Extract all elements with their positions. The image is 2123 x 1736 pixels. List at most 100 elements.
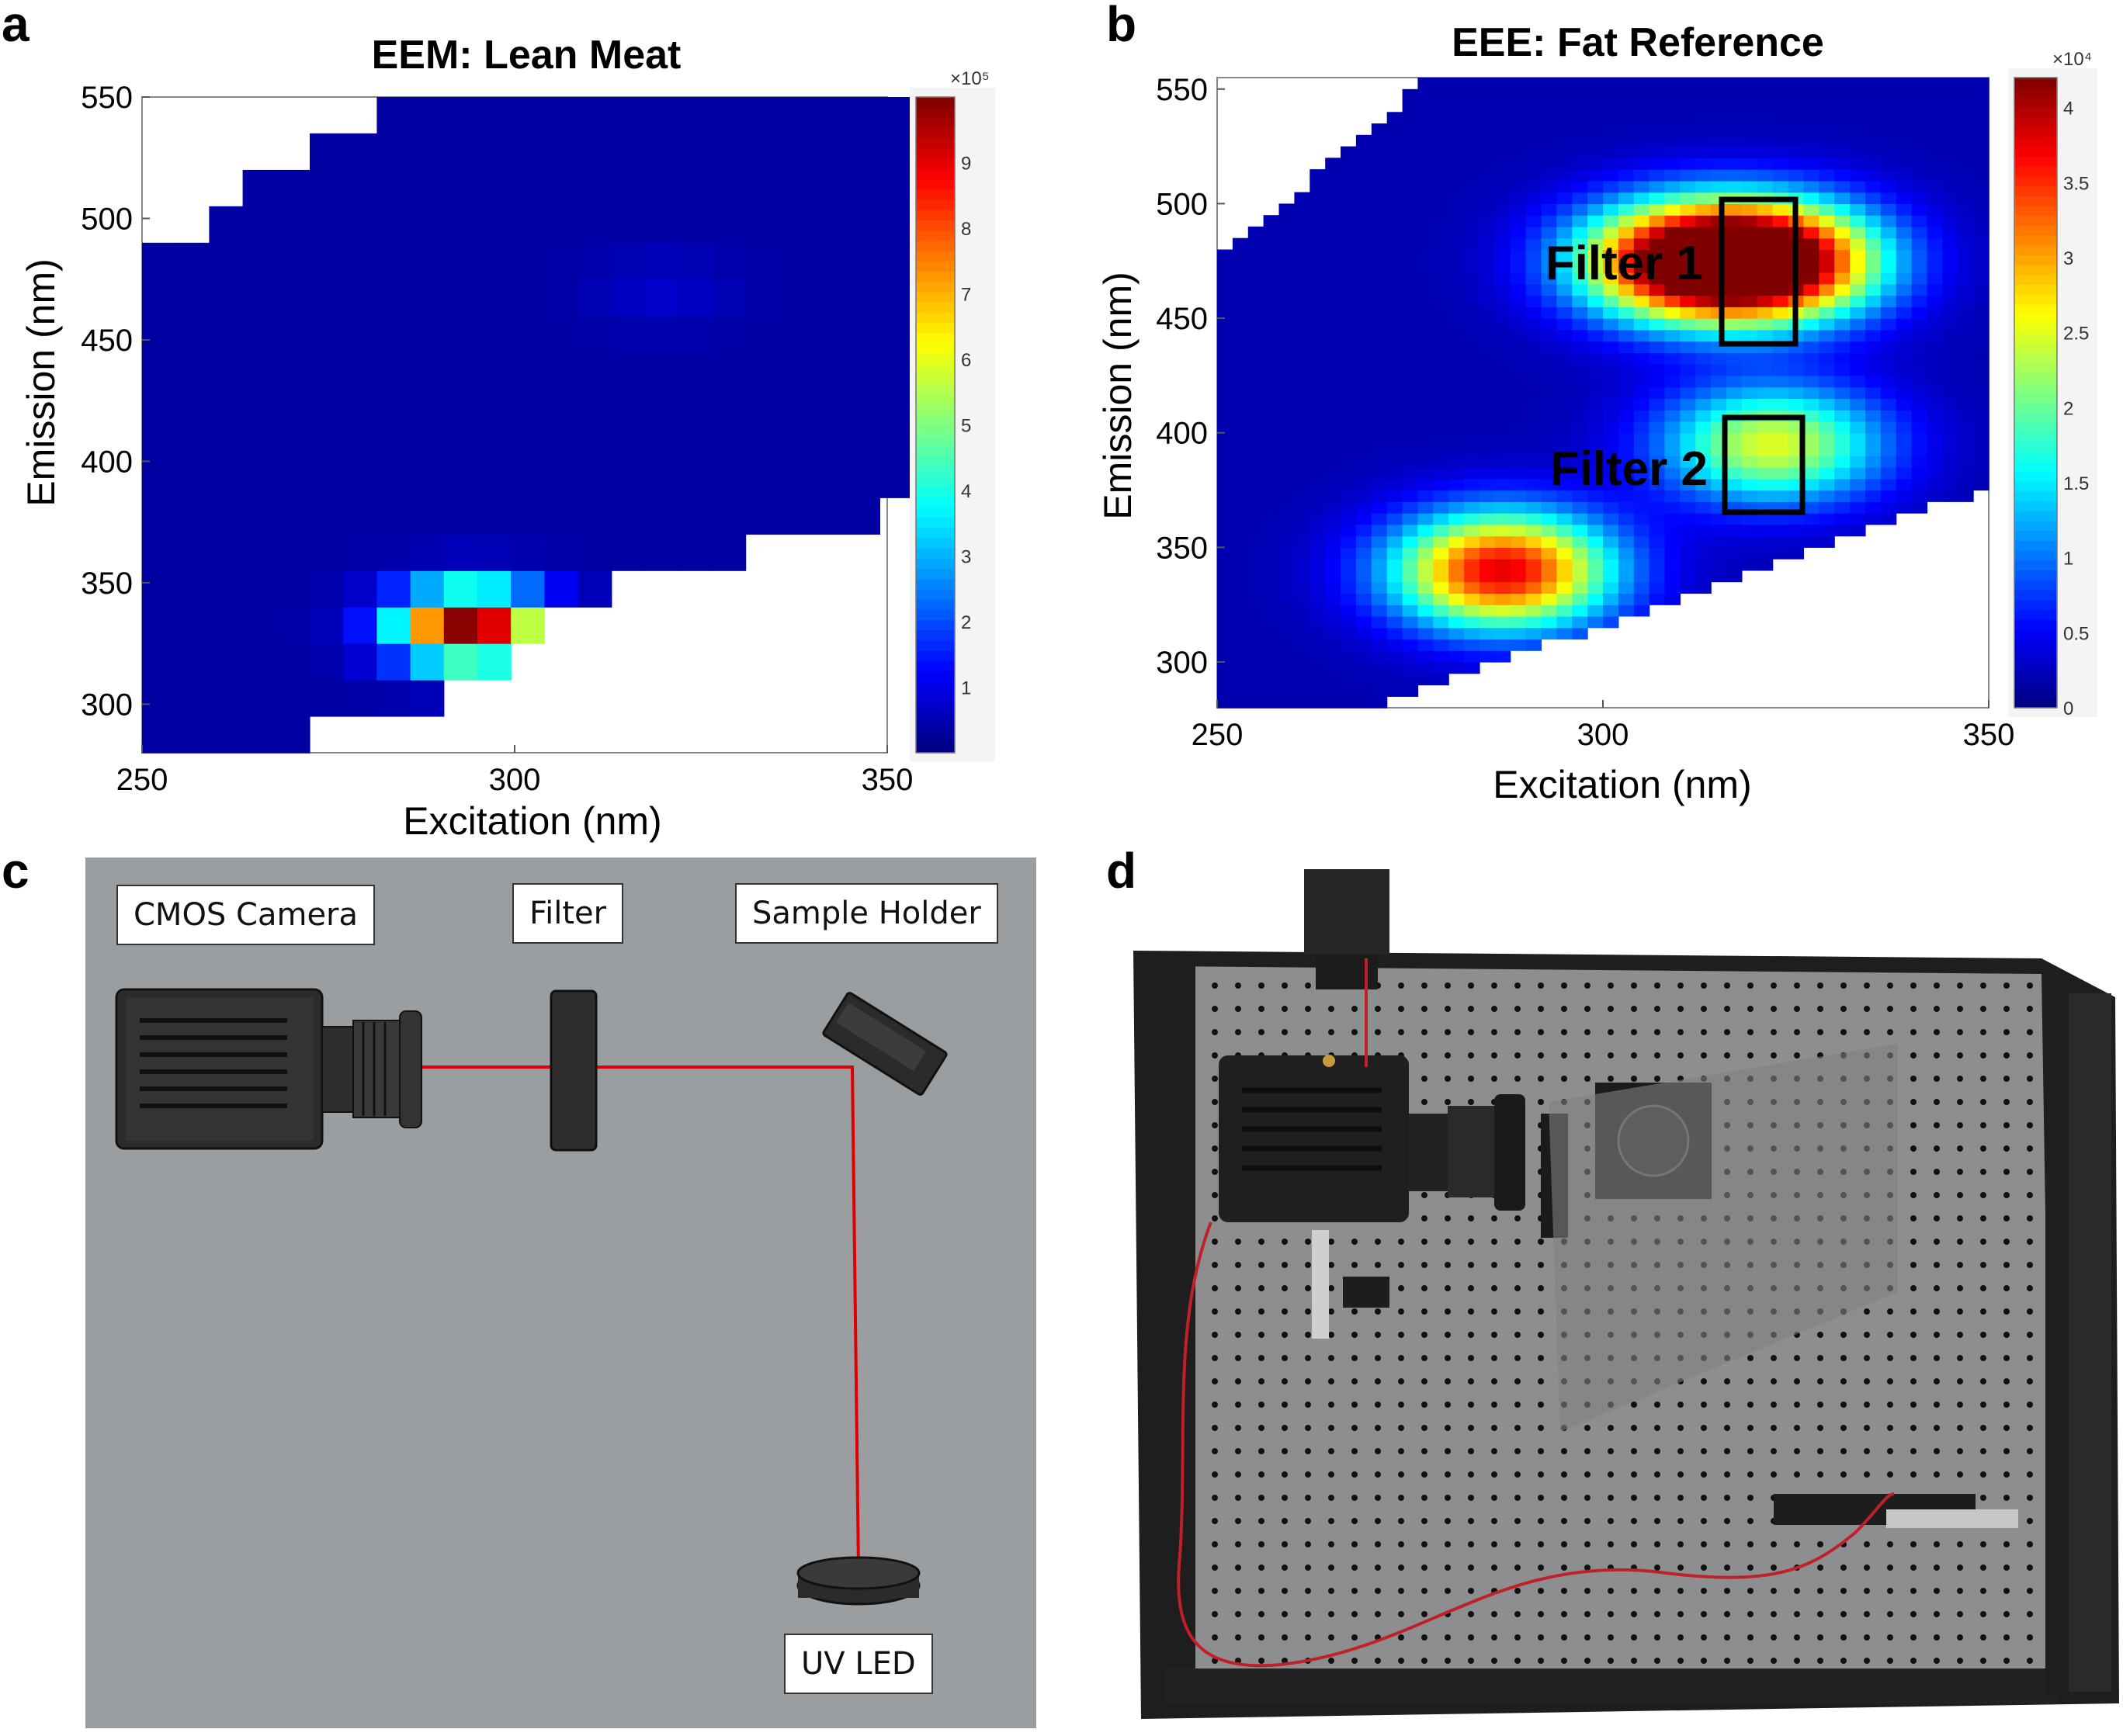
- heatmap-cell: [1896, 146, 1913, 158]
- heatmap-cell: [1464, 180, 1480, 193]
- heatmap-cell: [1896, 226, 1913, 239]
- heatmap-cell: [1325, 639, 1341, 651]
- heatmap-cell: [1448, 341, 1465, 353]
- colorbar-step: [916, 178, 955, 190]
- heatmap-cell: [1865, 386, 1882, 399]
- heatmap-cell: [1618, 341, 1635, 353]
- heatmap-cell: [1865, 192, 1882, 204]
- heatmap-cell: [1525, 226, 1542, 239]
- chart-b-xlabel: Excitation (nm): [1493, 763, 1751, 806]
- heatmap-cell: [578, 461, 612, 498]
- heatmap-cell: [1587, 192, 1604, 204]
- heatmap-cell: [1973, 226, 1989, 239]
- heatmap-cell: [511, 534, 545, 571]
- heatmap-cell: [1880, 158, 1897, 170]
- heatmap-cell: [1480, 146, 1496, 158]
- heatmap-cell: [1618, 237, 1635, 251]
- heatmap-cell: [376, 169, 411, 207]
- heatmap-cell: [1480, 547, 1496, 560]
- heatmap-cell: [1278, 226, 1295, 239]
- heatmap-cell: [1263, 364, 1280, 376]
- colorbar-step: [916, 97, 955, 108]
- heatmap-cell: [1480, 650, 1496, 663]
- heatmap-cell: [1402, 559, 1419, 571]
- heatmap-cell: [1433, 375, 1449, 388]
- heatmap-cell: [1278, 410, 1295, 422]
- heatmap-cell: [1726, 272, 1743, 285]
- heatmap-cell: [1958, 249, 1974, 262]
- heatmap-cell: [1633, 272, 1650, 285]
- heatmap-cell: [1310, 513, 1326, 525]
- heatmap-cell: [376, 206, 411, 244]
- heatmap-cell: [1355, 559, 1372, 571]
- heatmap-cell: [1819, 272, 1835, 285]
- heatmap-cell: [1341, 547, 1357, 560]
- heatmap-cell: [1695, 375, 1712, 388]
- heatmap-cell: [1942, 215, 1958, 227]
- heatmap-cell: [1448, 650, 1465, 663]
- heatmap-cell: [1695, 547, 1712, 560]
- heatmap-cell: [1480, 226, 1496, 239]
- heatmap-cell: [1927, 329, 1943, 342]
- heatmap-cell: [1402, 249, 1419, 262]
- heatmap-cell: [678, 169, 713, 207]
- heatmap-cell: [1278, 341, 1295, 353]
- heatmap-cell: [1448, 421, 1465, 434]
- heatmap-cell: [376, 497, 411, 535]
- heatmap-cell: [1556, 559, 1573, 571]
- heatmap-cell: [1263, 295, 1280, 307]
- heatmap-cell: [1263, 581, 1280, 594]
- heatmap-cell: [1772, 203, 1789, 216]
- heatmap-cell: [1880, 352, 1897, 365]
- heatmap-cell: [1726, 386, 1743, 399]
- heatmap-cell: [1341, 559, 1357, 571]
- heatmap-cell: [1927, 192, 1943, 204]
- heatmap-cell: [1865, 444, 1882, 456]
- heatmap-cell: [1880, 78, 1897, 90]
- heatmap-cell: [1664, 112, 1681, 124]
- heatmap-cell: [1834, 295, 1851, 307]
- heatmap-cell: [1834, 318, 1851, 331]
- heatmap-cell: [1433, 146, 1449, 158]
- heatmap-cell: [142, 388, 176, 426]
- heatmap-cell: [1556, 88, 1573, 102]
- heatmap-cell: [1510, 261, 1527, 273]
- colorbar-step: [916, 302, 955, 313]
- heatmap-cell: [1834, 432, 1851, 445]
- heatmap-cell: [1819, 398, 1835, 411]
- heatmap-cell: [1850, 467, 1866, 480]
- heatmap-cell: [1525, 456, 1542, 468]
- heatmap-cell: [1341, 341, 1357, 353]
- heatmap-cell: [1603, 226, 1619, 239]
- heatmap-cell: [1433, 501, 1449, 514]
- heatmap-cell: [1927, 318, 1943, 331]
- heatmap-cell: [1402, 226, 1419, 239]
- heatmap-cell: [1664, 432, 1681, 445]
- colorbar-step: [2014, 481, 2057, 492]
- heatmap-cell: [1880, 432, 1897, 445]
- heatmap-cell: [1664, 123, 1681, 136]
- heatmap-cell: [1341, 283, 1357, 296]
- heatmap-cell: [1819, 112, 1835, 124]
- heatmap-cell: [1341, 650, 1357, 663]
- heatmap-cell: [1618, 364, 1635, 376]
- heatmap-cell: [779, 97, 813, 134]
- colorbar-tick-label: 3: [2063, 248, 2073, 269]
- heatmap-cell: [1942, 375, 1958, 388]
- heatmap-cell: [1911, 261, 1928, 273]
- heatmap-cell: [343, 388, 377, 426]
- heatmap-cell: [1310, 352, 1326, 365]
- heatmap-cell: [310, 242, 344, 280]
- heatmap-cell: [1386, 386, 1403, 399]
- heatmap-cell: [1741, 249, 1758, 262]
- heatmap-cell: [1541, 444, 1557, 456]
- heatmap-cell: [1711, 283, 1727, 296]
- heatmap-cell: [1464, 318, 1480, 331]
- heatmap-cell: [1649, 559, 1666, 571]
- heatmap-cell: [175, 497, 210, 535]
- heatmap-cell: [1510, 226, 1527, 239]
- heatmap-cell: [1325, 467, 1341, 480]
- heatmap-cell: [1680, 410, 1696, 422]
- heatmap-cell: [1341, 364, 1357, 376]
- heatmap-cell: [1541, 295, 1557, 307]
